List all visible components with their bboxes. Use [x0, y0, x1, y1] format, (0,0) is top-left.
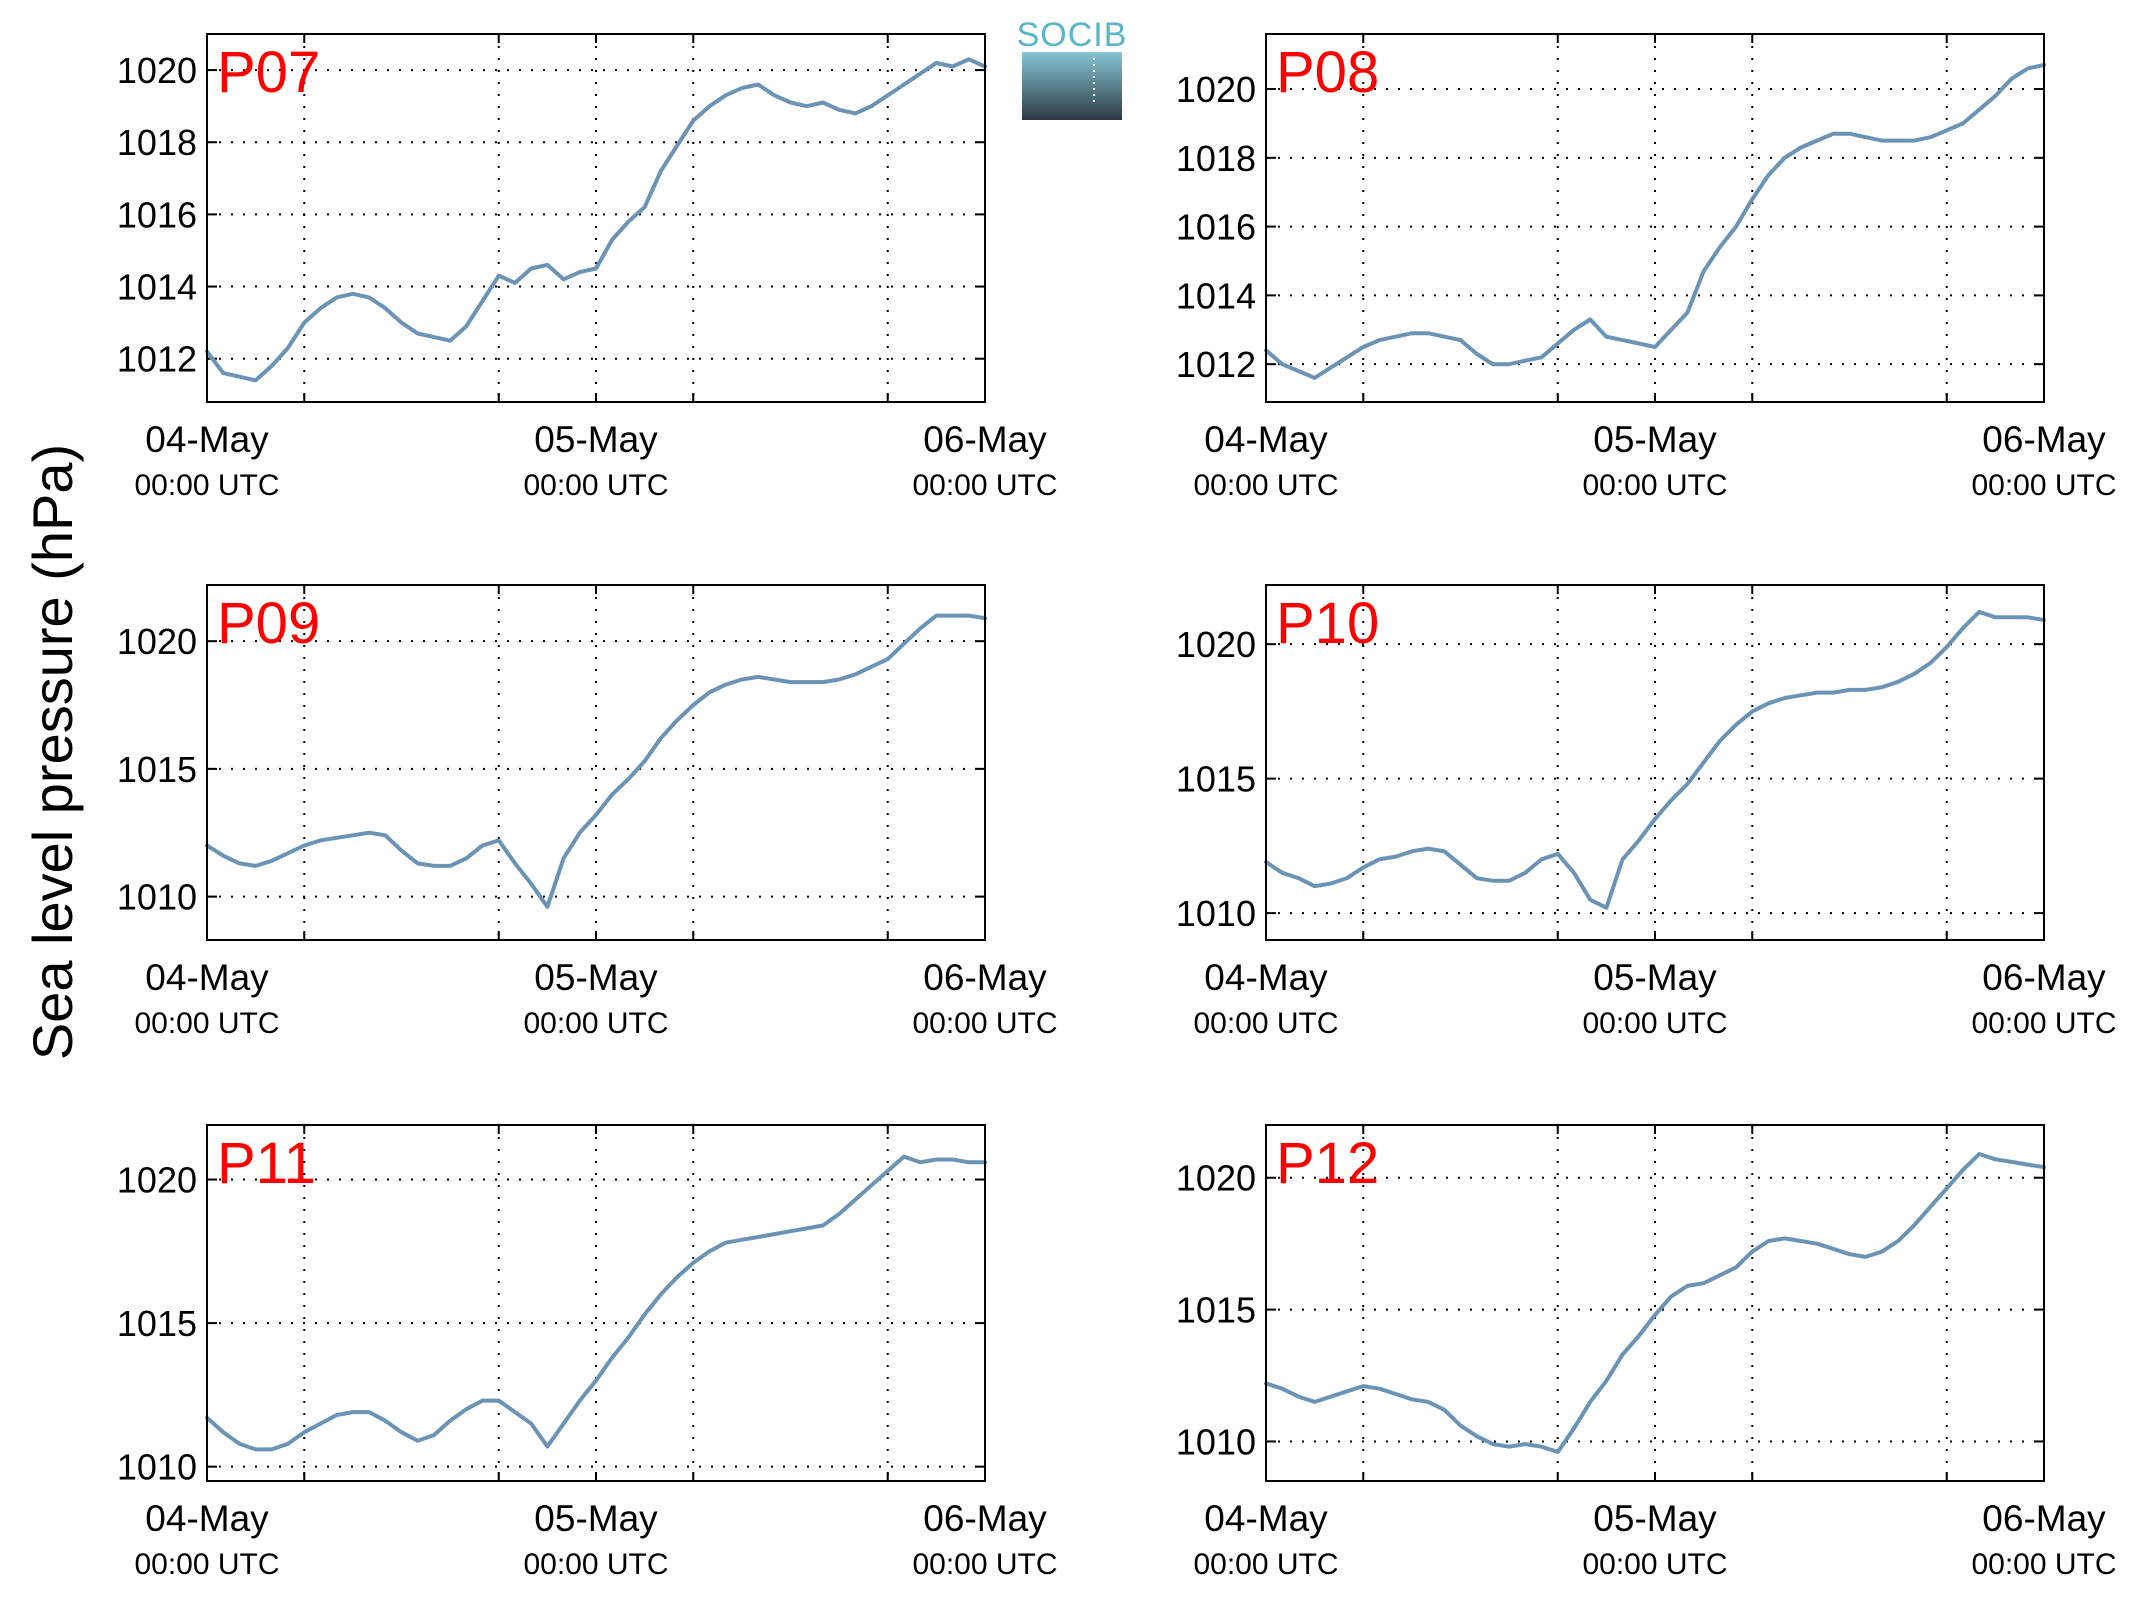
y-tick-label: 1020: [1176, 624, 1256, 665]
y-tick-label: 1010: [1176, 1421, 1256, 1462]
y-tick-label: 1015: [1176, 759, 1256, 800]
y-axis-label: Sea level pressure (hPa): [21, 444, 84, 1060]
x-tick-time-label: 00:00 UTC: [912, 1007, 1057, 1040]
logo-text: SOCIB: [1017, 16, 1128, 54]
y-tick-label: 1015: [1176, 1290, 1256, 1331]
pressure-series-line: [205, 613, 987, 909]
axes-frame: [1265, 584, 2045, 941]
y-tick-label: 1010: [117, 877, 197, 918]
x-tick-date-label: 04-May: [1204, 1498, 1328, 1539]
station-label: P10: [1276, 591, 1379, 656]
x-tick-time-label: 00:00 UTC: [523, 469, 668, 502]
x-tick-date-label: 06-May: [923, 419, 1047, 460]
station-label: P11: [217, 1131, 316, 1196]
x-tick-date-label: 05-May: [534, 1498, 658, 1539]
x-tick-date-label: 06-May: [1982, 957, 2106, 998]
panel-p07: 1012 1014 1016 1018 1020 P07 04-May 00:00 UTC 05…: [117, 33, 1058, 502]
y-tick-label: 1020: [117, 1160, 197, 1201]
y-tick-label: 1020: [1176, 1158, 1256, 1199]
x-tick-time-label: 00:00 UTC: [1971, 1548, 2116, 1581]
pressure-series-line: [1264, 609, 2046, 910]
y-tick-label: 1018: [1176, 138, 1256, 179]
axes-frame: [206, 33, 986, 403]
axes-frame: [1265, 1124, 2045, 1482]
axes-frame: [1265, 33, 2045, 403]
y-tick-label: 1020: [117, 50, 197, 91]
y-tick-label: 1018: [117, 122, 197, 163]
x-tick-date-label: 06-May: [1982, 1498, 2106, 1539]
y-tick-label: 1014: [1176, 275, 1256, 316]
y-tick-label: 1012: [117, 339, 197, 380]
x-tick-date-label: 04-May: [1204, 957, 1328, 998]
panel-p08: 1012 1014 1016 1018 1020 P08 04-May 00:00 UTC 05…: [1176, 33, 2117, 502]
y-tick-label: 1015: [117, 1303, 197, 1344]
x-tick-time-label: 00:00 UTC: [523, 1007, 668, 1040]
x-tick-time-label: 00:00 UTC: [1193, 469, 1338, 502]
axes-frame: [206, 1124, 986, 1482]
logo-block: [1022, 52, 1122, 120]
x-tick-time-label: 00:00 UTC: [912, 469, 1057, 502]
pressure-series-line: [205, 57, 987, 383]
y-tick-label: 1010: [117, 1447, 197, 1488]
x-tick-time-label: 00:00 UTC: [1582, 1548, 1727, 1581]
panel-p12: 1010 1015 1020 P12 04-May 00:00 UTC 05-May 00:0…: [1176, 1124, 2117, 1581]
x-tick-date-label: 06-May: [923, 957, 1047, 998]
pressure-series-line: [1264, 63, 2046, 380]
x-tick-time-label: 00:00 UTC: [134, 1548, 279, 1581]
y-tick-label: 1015: [117, 749, 197, 790]
y-tick-label: 1010: [1176, 893, 1256, 934]
y-tick-label: 1020: [1176, 69, 1256, 110]
x-tick-date-label: 05-May: [1593, 957, 1717, 998]
x-tick-date-label: 04-May: [145, 419, 269, 460]
x-tick-time-label: 00:00 UTC: [134, 469, 279, 502]
x-tick-date-label: 05-May: [534, 957, 658, 998]
x-tick-time-label: 00:00 UTC: [912, 1548, 1057, 1581]
x-tick-date-label: 04-May: [145, 957, 269, 998]
station-label: P12: [1276, 1131, 1379, 1196]
x-tick-time-label: 00:00 UTC: [523, 1548, 668, 1581]
x-tick-time-label: 00:00 UTC: [1971, 1007, 2116, 1040]
socib-logo: SOCIB: [1017, 16, 1128, 120]
x-tick-date-label: 05-May: [1593, 419, 1717, 460]
x-tick-date-label: 04-May: [1204, 419, 1328, 460]
x-tick-date-label: 06-May: [1982, 419, 2106, 460]
y-tick-label: 1020: [117, 621, 197, 662]
panel-p10: 1010 1015 1020 P10 04-May 00:00 UTC 05-May 00:0…: [1176, 584, 2117, 1040]
axes-frame: [206, 584, 986, 941]
station-label: P07: [217, 40, 320, 105]
station-label: P08: [1276, 40, 1379, 105]
y-tick-label: 1014: [117, 267, 197, 308]
pressure-series-line: [205, 1154, 987, 1452]
y-tick-label: 1016: [117, 194, 197, 235]
x-tick-time-label: 00:00 UTC: [1582, 1007, 1727, 1040]
x-tick-time-label: 00:00 UTC: [1193, 1548, 1338, 1581]
station-label: P09: [217, 591, 320, 656]
x-tick-time-label: 00:00 UTC: [1193, 1007, 1338, 1040]
x-tick-date-label: 05-May: [1593, 1498, 1717, 1539]
x-tick-time-label: 00:00 UTC: [134, 1007, 279, 1040]
panel-grid: 1012 1014 1016 1018 1020 P07 04-May 00:00 UTC 05…: [117, 33, 2117, 1581]
x-tick-time-label: 00:00 UTC: [1971, 469, 2116, 502]
x-tick-date-label: 05-May: [534, 419, 658, 460]
y-tick-label: 1016: [1176, 207, 1256, 248]
x-tick-date-label: 06-May: [923, 1498, 1047, 1539]
panel-p11: 1010 1015 1020 P11 04-May 00:00 UTC 05-May 00:0…: [117, 1124, 1058, 1581]
x-tick-time-label: 00:00 UTC: [1582, 469, 1727, 502]
y-tick-label: 1012: [1176, 344, 1256, 385]
x-tick-date-label: 04-May: [145, 1498, 269, 1539]
panel-p09: 1010 1015 1020 P09 04-May 00:00 UTC 05-May 00:0…: [117, 584, 1058, 1040]
pressure-series-line: [1264, 1152, 2046, 1454]
